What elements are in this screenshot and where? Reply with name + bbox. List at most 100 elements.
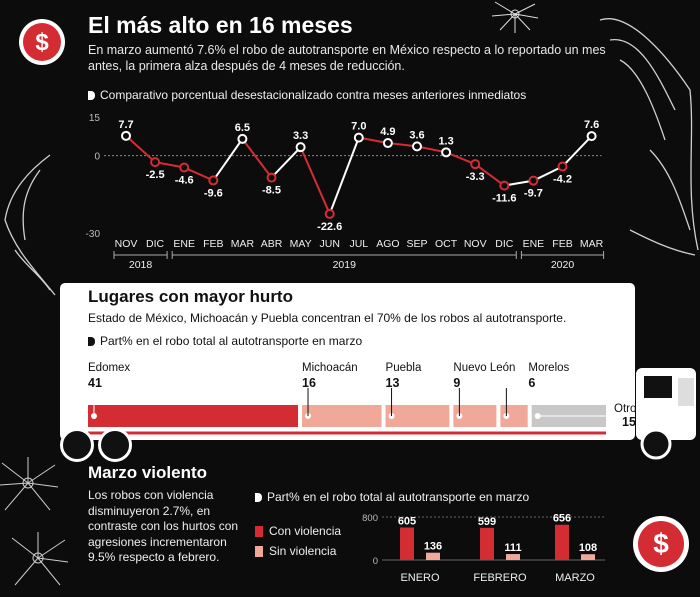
y-tick-label: 15 xyxy=(89,113,101,124)
x-tick-label: FEB xyxy=(552,238,572,250)
svg-text:$: $ xyxy=(35,29,49,56)
data-label: -11.6 xyxy=(492,193,516,205)
bar-segment xyxy=(88,405,299,427)
data-label: -9.7 xyxy=(524,188,543,200)
x-tick-label: JUL xyxy=(349,238,368,250)
x-tick-label: SEP xyxy=(406,238,427,250)
state-value: 41 xyxy=(88,376,102,390)
bar-segment xyxy=(453,405,497,427)
data-label: -9.6 xyxy=(204,187,223,199)
year-label: 2018 xyxy=(129,259,153,271)
bar-segment xyxy=(500,405,528,427)
x-tick-label: NOV xyxy=(115,238,138,250)
line-segment xyxy=(445,151,476,166)
state-value: 16 xyxy=(302,376,316,390)
data-label: 4.9 xyxy=(380,126,395,138)
bar-value-label: 599 xyxy=(478,516,496,528)
bar xyxy=(581,554,595,560)
line-segment xyxy=(561,135,593,168)
x-tick-label: MAR xyxy=(580,238,604,250)
x-tick-label: ABR xyxy=(261,238,283,250)
x-tick-label: AGO xyxy=(376,238,399,250)
x-tick-label: DIC xyxy=(146,238,165,250)
data-point xyxy=(499,180,510,191)
bar xyxy=(555,524,569,560)
truck-cab-icon xyxy=(632,360,700,460)
state-value: 9 xyxy=(453,376,460,390)
section2-subtitle: Estado de México, Michoacán y Puebla con… xyxy=(88,311,567,325)
bar-value-label: 136 xyxy=(424,541,442,553)
line-segment xyxy=(270,146,302,179)
line-segment xyxy=(532,165,563,182)
state-value: 15 xyxy=(622,415,636,429)
x-tick-label: OCT xyxy=(435,238,458,250)
cracked-glass-icon xyxy=(0,455,60,515)
data-point xyxy=(266,172,277,183)
page-title: El más alto en 16 meses xyxy=(88,12,353,38)
bar xyxy=(480,527,494,560)
data-point xyxy=(121,130,131,141)
data-label: -3.3 xyxy=(466,171,485,183)
year-label: 2020 xyxy=(551,259,575,271)
cracked-glass-icon xyxy=(10,530,70,590)
data-label: 7.0 xyxy=(351,121,366,133)
state-label: Edomex xyxy=(88,362,130,374)
cracked-glass-icon xyxy=(490,0,540,34)
bar-segment xyxy=(385,405,450,427)
data-point xyxy=(382,138,393,149)
violence-chart-title: Part% en el robo total al autotransporte… xyxy=(255,490,529,504)
data-label: -2.5 xyxy=(146,169,165,181)
bar-value-label: 656 xyxy=(553,513,571,525)
state-label: Puebla xyxy=(386,362,422,374)
x-tick-label: FEBRERO xyxy=(473,572,527,584)
data-point xyxy=(441,147,452,158)
line-segment xyxy=(328,137,360,215)
data-point xyxy=(353,132,364,143)
page-subtitle: En marzo aumentó 7.6% el robo de autotra… xyxy=(88,43,606,73)
violence-bar-chart: 800 0 605 136 ENERO 599 111 FEBRERO 656 108 MARZO xyxy=(362,513,605,584)
data-label: 6.5 xyxy=(235,122,250,134)
data-point xyxy=(324,208,335,219)
bar xyxy=(400,527,414,560)
data-label: 3.6 xyxy=(409,129,424,141)
bar-value-label: 111 xyxy=(504,542,521,554)
legend-sin-violencia: Sin violencia xyxy=(255,544,336,558)
y-tick-label: 0 xyxy=(94,152,100,163)
line-segment xyxy=(474,163,505,187)
y-tick-label: -30 xyxy=(86,229,101,240)
data-point xyxy=(237,133,248,144)
trailer-wheel xyxy=(60,428,94,462)
data-point xyxy=(208,175,219,186)
state-share-chart: Edomex 41 Michoacán 16 Puebla 13 Nuevo León 9 Mo… xyxy=(88,362,642,435)
state-label: Michoacán xyxy=(302,362,358,374)
svg-text:$: $ xyxy=(653,528,669,559)
state-value: 13 xyxy=(386,376,400,390)
data-label: -4.6 xyxy=(175,175,194,187)
state-label: Morelos xyxy=(528,362,569,374)
data-point xyxy=(470,159,481,170)
data-label: 7.6 xyxy=(584,119,599,131)
data-point xyxy=(295,142,306,153)
section3-title: Marzo violento xyxy=(88,463,208,482)
bar xyxy=(426,552,440,560)
data-label: -4.2 xyxy=(553,173,572,185)
x-tick-label: MARZO xyxy=(555,572,595,584)
data-point xyxy=(586,131,597,142)
state-label: Otros xyxy=(614,403,642,415)
x-tick-label: MAY xyxy=(290,238,312,250)
section3-text: Los robos con violencia disminuyeron 2.7… xyxy=(88,488,239,564)
dollar-coin-icon: $ xyxy=(18,18,66,66)
data-label: 3.3 xyxy=(293,130,308,142)
bar-value-label: 108 xyxy=(579,542,597,554)
line-segment xyxy=(241,138,273,179)
line-chart: 15 0 -30 7.7 -2.5 -4.6 -9.6 6.5 -8.5 3.3 -22.6 7.0 4… xyxy=(86,113,605,271)
line-segment xyxy=(212,138,244,181)
data-label: -8.5 xyxy=(262,185,281,197)
section2-title: Lugares con mayor hurto xyxy=(88,287,293,306)
y-tick-label: 800 xyxy=(362,513,378,524)
line-chart-title: Comparativo porcentual desestacionalizad… xyxy=(88,88,526,102)
x-tick-label: NOV xyxy=(464,238,487,250)
line-segment xyxy=(299,146,331,215)
data-point xyxy=(528,175,539,186)
data-point xyxy=(557,161,568,172)
